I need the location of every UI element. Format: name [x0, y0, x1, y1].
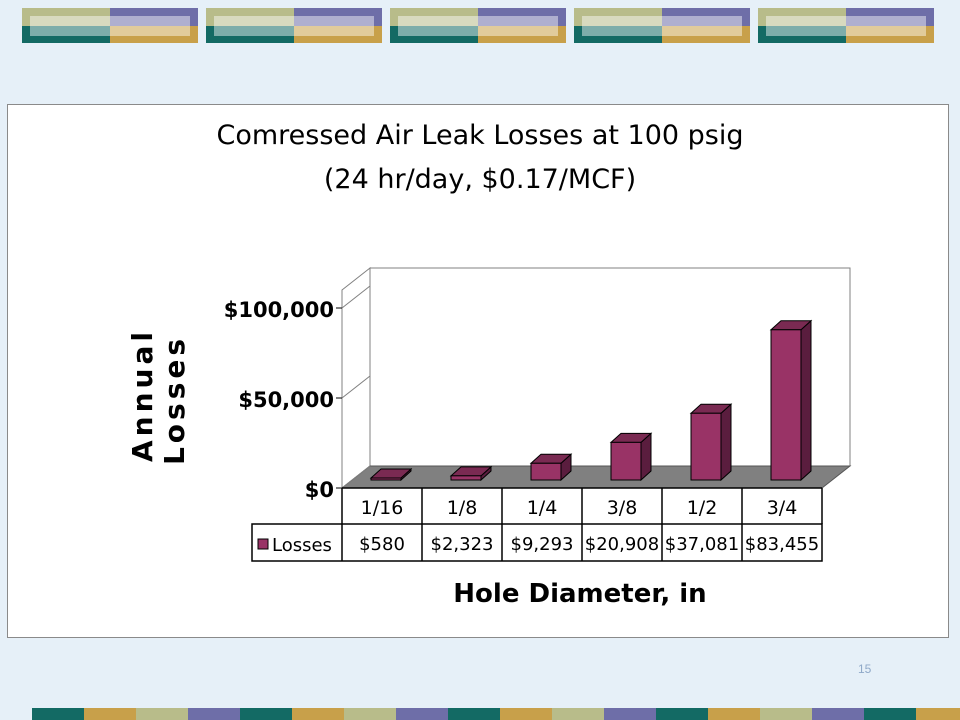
bar	[769, 319, 813, 482]
deco-highlight	[214, 16, 374, 36]
deco-tile	[552, 708, 604, 720]
data-label: $37,081	[665, 534, 739, 555]
deco-tile	[662, 26, 750, 43]
chart-title: Comressed Air Leak Losses at 100 psig (2…	[0, 114, 960, 202]
deco-tile	[604, 708, 656, 720]
deco-tile	[294, 8, 382, 26]
deco-tile	[574, 26, 662, 43]
deco-tile	[708, 708, 760, 720]
deco-tile	[22, 26, 110, 43]
bottom-decoration-strip	[32, 708, 960, 720]
deco-tile	[478, 8, 566, 26]
deco-tile	[846, 26, 934, 43]
bar	[689, 403, 733, 482]
deco-block	[206, 8, 382, 43]
deco-tile	[760, 708, 812, 720]
deco-block	[758, 8, 934, 43]
data-label: $9,293	[511, 534, 574, 555]
data-label: $580	[359, 534, 405, 555]
deco-tile	[390, 8, 478, 26]
deco-tile	[136, 708, 188, 720]
deco-tile	[188, 708, 240, 720]
deco-tile	[110, 26, 198, 43]
chart-side-wall	[341, 266, 371, 490]
x-tick-label: 1/2	[687, 497, 718, 519]
x-tick-label: 1/8	[447, 497, 478, 519]
y-axis-tick-depth	[341, 375, 371, 399]
deco-tile	[662, 8, 750, 26]
chart-title-line: Comressed Air Leak Losses at 100 psig	[216, 120, 744, 151]
data-label: $2,323	[431, 534, 494, 555]
deco-highlight	[398, 16, 558, 36]
deco-tile	[110, 8, 198, 26]
bar-front-face	[610, 441, 642, 481]
deco-tile	[206, 26, 294, 43]
deco-block	[574, 8, 750, 43]
deco-block	[390, 8, 566, 43]
data-label: $20,908	[585, 534, 659, 555]
slide-number: 15	[858, 662, 872, 676]
deco-tile	[32, 708, 84, 720]
bar-front-face	[370, 477, 402, 481]
deco-highlight	[30, 16, 190, 36]
x-tick-label: 1/16	[361, 497, 404, 519]
bar	[529, 453, 573, 482]
legend-series-name: Losses	[272, 535, 332, 556]
deco-tile	[22, 8, 110, 26]
bar	[609, 432, 653, 482]
bar	[369, 467, 413, 482]
x-axis-label: Hole Diameter, in	[453, 579, 706, 609]
data-label: $83,455	[745, 534, 819, 555]
deco-tile	[396, 708, 448, 720]
x-tick-label: 1/4	[527, 497, 558, 519]
chart-plot-area: $0 $50,000 $100,000 1/16 $580 1/8 $2,323 1/4 $9,…	[224, 266, 852, 562]
bar	[449, 465, 493, 482]
deco-tile	[240, 708, 292, 720]
deco-block	[22, 8, 198, 43]
deco-tile	[206, 8, 294, 26]
bar-side-face	[800, 319, 812, 482]
deco-tile	[344, 708, 396, 720]
deco-tile	[916, 708, 960, 720]
deco-tile	[656, 708, 708, 720]
deco-highlight	[766, 16, 926, 36]
chart-subtitle-line: (24 hr/day, $0.17/MCF)	[323, 164, 637, 195]
deco-tile	[758, 26, 846, 43]
deco-tile	[292, 708, 344, 720]
bar-front-face	[770, 329, 802, 481]
y-axis-tick-depth	[341, 285, 371, 309]
deco-tile	[448, 708, 500, 720]
y-axis-label-line: Losses	[158, 335, 191, 465]
y-axis-label-line: Annual	[126, 328, 159, 462]
legend-key	[257, 538, 269, 550]
y-axis-tick-depth	[341, 465, 371, 489]
bar-front-face	[450, 475, 482, 481]
deco-tile	[846, 8, 934, 26]
top-decoration-strip	[22, 8, 934, 43]
deco-tile	[478, 26, 566, 43]
deco-tile	[500, 708, 552, 720]
deco-tile	[84, 708, 136, 720]
y-tick-label: $50,000	[238, 388, 334, 412]
y-tick-label: $100,000	[224, 298, 334, 322]
data-table-border	[251, 523, 823, 562]
y-tick-label: $0	[305, 478, 334, 502]
deco-tile	[294, 26, 382, 43]
x-tick-label: 3/8	[607, 497, 638, 519]
deco-tile	[758, 8, 846, 26]
deco-tile	[574, 8, 662, 26]
deco-tile	[390, 26, 478, 43]
bar-front-face	[690, 412, 722, 481]
deco-tile	[812, 708, 864, 720]
deco-tile	[864, 708, 916, 720]
bar-front-face	[530, 462, 562, 481]
x-tick-label: 3/4	[767, 497, 798, 519]
deco-highlight	[582, 16, 742, 36]
bar-side-face	[720, 403, 732, 482]
